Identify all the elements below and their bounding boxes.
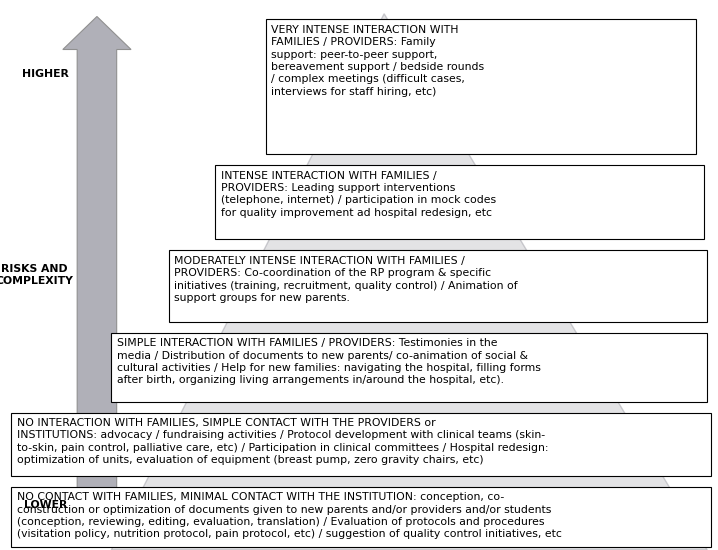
Text: HIGHER: HIGHER — [22, 69, 69, 79]
Text: SIMPLE INTERACTION WITH FAMILIES / PROVIDERS: Testimonies in the
media / Distrib: SIMPLE INTERACTION WITH FAMILIES / PROVI… — [117, 338, 541, 386]
Polygon shape — [111, 14, 707, 550]
Text: VERY INTENSE INTERACTION WITH
FAMILIES / PROVIDERS: Family
support: peer-to-peer: VERY INTENSE INTERACTION WITH FAMILIES /… — [271, 25, 485, 97]
Text: NO INTERACTION WITH FAMILIES, SIMPLE CONTACT WITH THE PROVIDERS or
INSTITUTIONS:: NO INTERACTION WITH FAMILIES, SIMPLE CON… — [17, 418, 548, 465]
Bar — [111, 333, 707, 402]
Bar — [11, 412, 711, 476]
FancyArrow shape — [63, 16, 131, 534]
Bar — [266, 19, 696, 154]
Bar — [215, 165, 704, 239]
Text: RISKS AND
COMPLEXITY: RISKS AND COMPLEXITY — [0, 264, 73, 286]
Text: MODERATELY INTENSE INTERACTION WITH FAMILIES /
PROVIDERS: Co-coordination of the: MODERATELY INTENSE INTERACTION WITH FAMI… — [174, 256, 518, 303]
Text: INTENSE INTERACTION WITH FAMILIES /
PROVIDERS: Leading support interventions
(te: INTENSE INTERACTION WITH FAMILIES / PROV… — [221, 170, 496, 218]
Bar — [11, 487, 711, 547]
Text: LOWER: LOWER — [24, 500, 67, 510]
Bar — [169, 250, 707, 322]
Text: NO CONTACT WITH FAMILIES, MINIMAL CONTACT WITH THE INSTITUTION: conception, co-
: NO CONTACT WITH FAMILIES, MINIMAL CONTAC… — [17, 492, 561, 540]
